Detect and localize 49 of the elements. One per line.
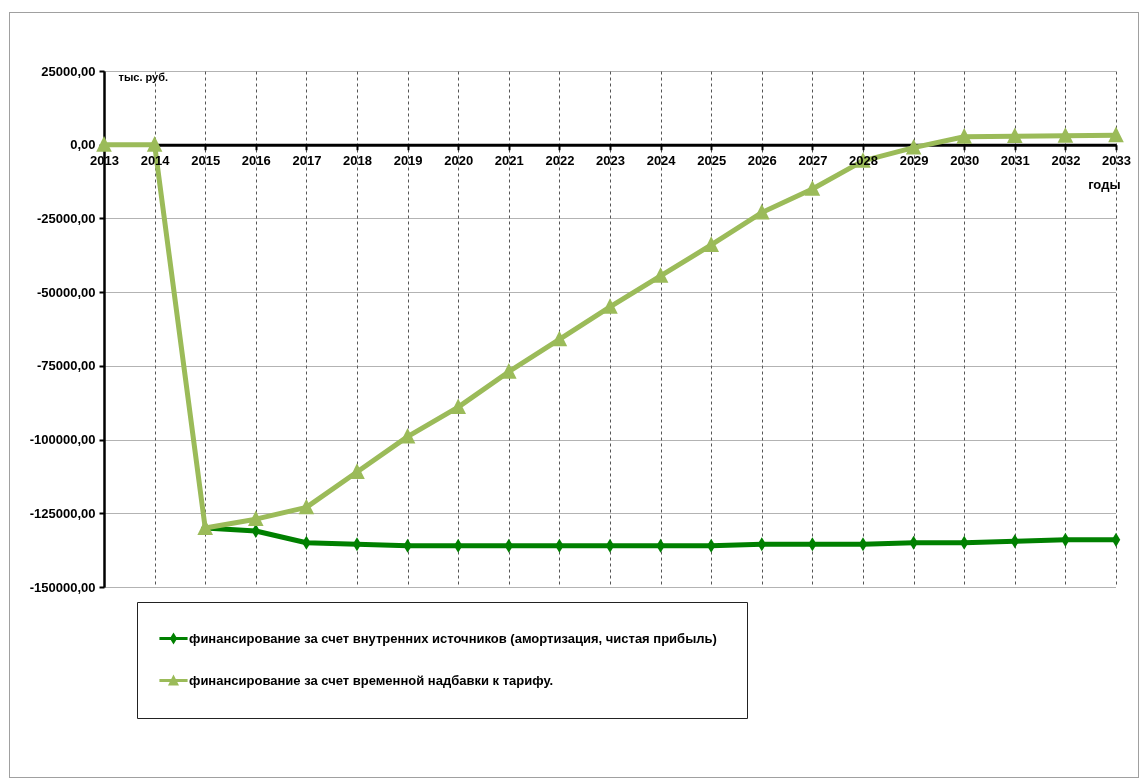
x-tick-label: 2018 <box>343 153 372 169</box>
point <box>450 398 466 415</box>
point <box>1057 127 1074 143</box>
x-tick-label: 2015 <box>191 153 221 169</box>
point <box>399 427 416 444</box>
x-tick-label: 2021 <box>494 153 524 169</box>
x-tick-label: 2022 <box>545 153 575 169</box>
point <box>551 330 568 347</box>
point <box>146 136 163 152</box>
point <box>248 510 264 527</box>
point <box>349 463 365 479</box>
x-tick-label: 2027 <box>798 153 828 169</box>
y-tick-label: 0,00 <box>70 137 96 153</box>
y-tick-label: -25000,00 <box>36 210 96 226</box>
x-tick-label: 2032 <box>1051 153 1081 169</box>
point <box>1108 126 1124 143</box>
x-tick-label: 2026 <box>747 153 777 169</box>
point <box>703 236 719 252</box>
legend-label: финансирование за счет временной надбавки к тарифу. <box>189 672 554 688</box>
x-tick-label: 2016 <box>241 153 271 169</box>
x-tick-label: 2020 <box>444 153 474 169</box>
x-tick-label: 2019 <box>393 153 423 169</box>
y-axis-title: тыс. руб. <box>118 70 169 83</box>
x-tick-label: 2023 <box>596 153 625 169</box>
x-tick-label: 2025 <box>697 153 727 169</box>
point <box>754 203 770 220</box>
y-tick-label: 25000,00 <box>41 63 96 79</box>
point <box>501 363 517 379</box>
y-tick-label: -100000,00 <box>29 432 96 448</box>
x-tick-label: 2024 <box>646 153 677 169</box>
point <box>96 136 112 152</box>
x-tick-label: 2031 <box>1000 153 1030 169</box>
x-tick-label: 2029 <box>899 153 929 169</box>
x-axis-title: годы <box>1088 177 1121 193</box>
point <box>905 139 922 155</box>
x-tick-label: 2033 <box>1102 153 1131 169</box>
legend-label: финансирование за счет внутренних источников (амортизация, чистая прибыль) <box>189 630 717 646</box>
point <box>956 128 972 144</box>
y-tick-label: -50000,00 <box>36 284 96 300</box>
point <box>1007 127 1023 144</box>
point <box>652 267 669 283</box>
y-tick-label: -75000,00 <box>36 358 96 374</box>
point <box>298 498 315 515</box>
x-tick-label: 2030 <box>950 153 980 169</box>
x-tick-label: 2017 <box>292 153 322 169</box>
y-tick-label: -150000,00 <box>29 579 96 595</box>
y-tick-label: -125000,00 <box>29 505 96 521</box>
point <box>804 180 821 196</box>
point <box>602 298 618 314</box>
